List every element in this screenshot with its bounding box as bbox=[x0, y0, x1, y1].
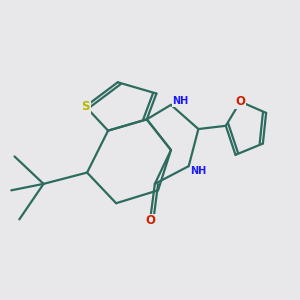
Text: NH: NH bbox=[190, 166, 207, 176]
Text: S: S bbox=[81, 100, 90, 113]
Text: NH: NH bbox=[172, 96, 189, 106]
Text: O: O bbox=[145, 214, 155, 227]
Text: O: O bbox=[235, 95, 245, 108]
